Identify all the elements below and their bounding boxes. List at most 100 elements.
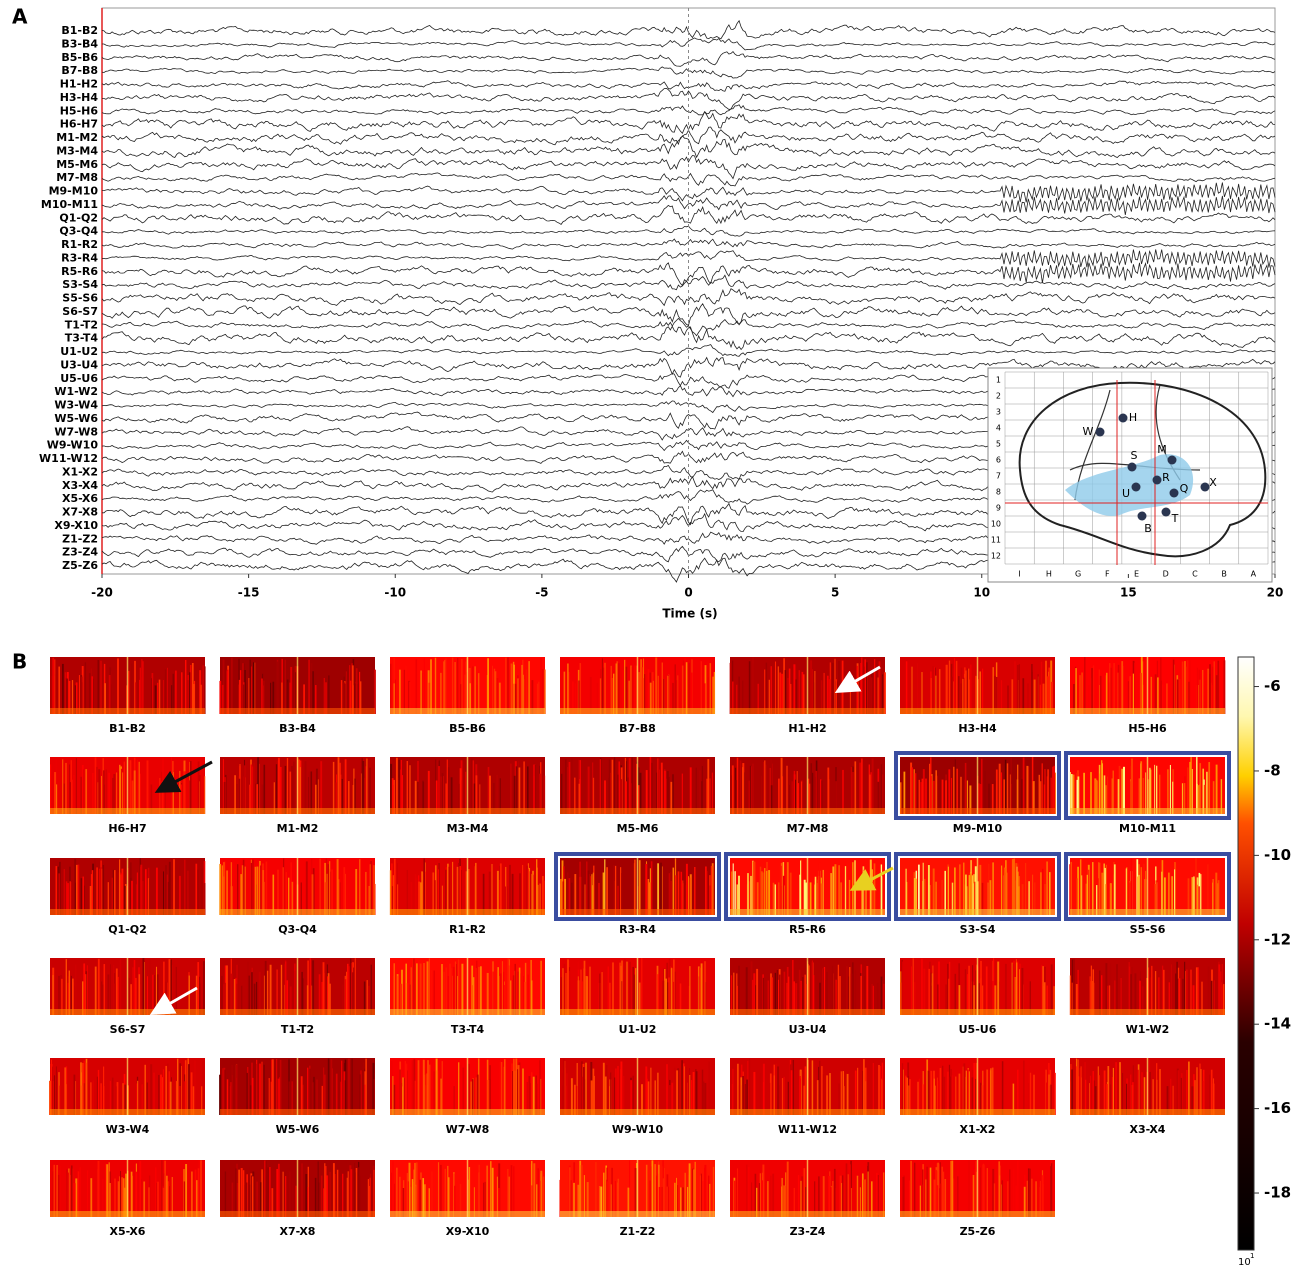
channel-label: X9-X10 [54,519,98,532]
spectrogram-label: M5-M6 [617,822,659,835]
electrode-label: W [1083,425,1094,438]
channel-label: M7-M8 [56,171,98,184]
colorbar [1237,656,1255,1251]
eeg-trace [101,303,1276,326]
highlight-frame [894,852,1061,921]
channel-label: R3-R4 [61,251,98,264]
x-tick-label: -10 [384,586,406,600]
inset-col-label: E [1134,570,1139,579]
spectrogram-label: H5-H6 [1128,722,1167,735]
inset-row-label: 10 [991,520,1001,529]
channel-label: H5-H6 [60,104,99,117]
eeg-trace [101,288,1276,307]
x-tick-label: 20 [1267,586,1284,600]
colorbar-tick-label: -8 [1264,761,1281,779]
inset-row-label: 11 [991,536,1001,545]
channel-label: X1-X2 [62,465,98,478]
channel-label: S5-S6 [62,292,98,305]
channel-label: Z5-Z6 [62,559,98,572]
spectrogram-label: S3-S4 [960,923,996,936]
inset-row-label: 8 [996,488,1001,497]
eeg-trace [101,204,1276,225]
colorbar-tick-label: -18 [1264,1184,1291,1202]
electrode-label: B [1144,522,1152,535]
spectrogram-label: W7-W8 [446,1123,490,1136]
panel-label: A [12,5,28,29]
channel-label: W3-W4 [54,399,98,412]
channel-label: X5-X6 [62,492,98,505]
channel-label: B3-B4 [61,37,98,50]
eeg-trace [101,135,1276,159]
spectrogram-label: X5-X6 [110,1225,146,1238]
spectrogram-label: Q3-Q4 [278,923,317,936]
channel-label: U1-U2 [60,345,98,358]
inset-row-label: 5 [996,440,1001,449]
x-tick-label: 10 [973,586,990,600]
channel-label: R1-R2 [61,238,98,251]
eeg-trace [101,249,1276,268]
spectrogram-label: M7-M8 [787,822,829,835]
eeg-trace [101,154,1276,180]
spectrogram-label: B5-B6 [449,722,486,735]
channel-label: T3-T4 [65,332,99,345]
channel-label: Z3-Z4 [62,546,98,559]
eeg-trace [101,51,1276,67]
spectrogram-label: Z5-Z6 [960,1225,996,1238]
electrode [1169,488,1179,498]
channel-label: H6-H7 [60,118,98,131]
spectrogram-label: T3-T4 [451,1023,485,1036]
arrow [849,866,894,891]
inset-col-label: G [1075,570,1081,579]
electrode-label: S [1131,449,1138,462]
inset-row-label: 7 [996,472,1001,481]
spectrogram-label: X9-X10 [446,1225,490,1238]
channel-label: Q1-Q2 [59,211,98,224]
channel-label: W9-W10 [47,439,99,452]
spectrogram-label: S5-S6 [1130,923,1166,936]
seizure-region [1065,454,1194,516]
electrode [1152,475,1162,485]
channel-label: W7-W8 [54,425,98,438]
inset-col-label: H [1046,570,1052,579]
inset-col-label: I [1018,570,1020,579]
spectrogram-label: B1-B2 [109,722,146,735]
x-axis-label: Time (s) [662,607,717,621]
electrode [1137,511,1147,521]
channel-label: S3-S4 [62,278,98,291]
highlight-frame [894,751,1061,820]
arrow [154,760,213,793]
colorbar-tick-label: -10 [1264,846,1291,864]
highlight-frame [554,852,721,921]
electrode-label: R [1162,471,1170,484]
spectrogram-label: H6-H7 [108,822,146,835]
spectrogram-label: Q1-Q2 [108,923,147,936]
spectrogram-label: H3-H4 [958,722,997,735]
brain-outline [1018,381,1267,558]
spectrogram-label: M10-M11 [1119,822,1176,835]
eeg-trace [101,195,1276,215]
inset-row-label: 6 [996,456,1001,465]
inset-row-label: 2 [996,392,1001,401]
inset-col-label: B [1221,570,1227,579]
spectrogram-label: M3-M4 [447,822,489,835]
channel-label: U5-U6 [60,372,98,385]
spectrogram-label: U3-U4 [789,1023,827,1036]
channel-label: B7-B8 [61,64,98,77]
x-tick-label: 0 [684,586,692,600]
channel-label: B1-B2 [61,24,98,37]
x-tick-label: 15 [1120,586,1137,600]
colorbar-tick-label: -6 [1264,677,1281,695]
spectrogram-label: T1-T2 [281,1023,314,1036]
spectrogram-label: X3-X4 [1130,1123,1166,1136]
channel-label: H3-H4 [60,91,99,104]
spectrogram-label: X7-X8 [280,1225,316,1238]
channel-label: U3-U4 [60,358,98,371]
electrode-label: Q [1180,482,1189,495]
spectrogram-label: B3-B4 [279,722,316,735]
colorbar-base: 10 [1238,1257,1251,1268]
channel-label: M5-M6 [56,158,98,171]
spectrograms: B1-B2 B3-B4 B5-B6 B7-B8 H1-H2 H3-H4 H5-H6 H6-H7… [49,657,1231,1238]
spectrogram-label: W1-W2 [1126,1023,1170,1036]
